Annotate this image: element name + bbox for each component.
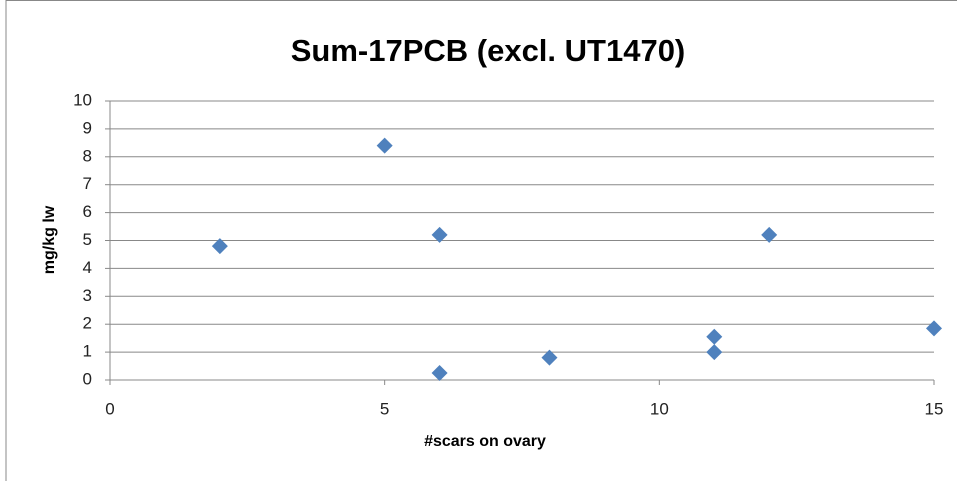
- y-tick-label: 4: [83, 258, 92, 277]
- x-tick-label: 10: [650, 399, 669, 418]
- y-tick-label: 2: [83, 314, 92, 333]
- x-tick-label: 0: [105, 399, 114, 418]
- y-tick-label: 3: [83, 286, 92, 305]
- point: [761, 226, 778, 243]
- x-tick-label: 5: [380, 399, 389, 418]
- y-tick-label: 1: [83, 342, 92, 361]
- point: [706, 344, 723, 361]
- y-axis-label: mg/kg lw: [41, 205, 58, 274]
- y-tick-label: 0: [83, 369, 92, 388]
- point: [376, 137, 393, 154]
- chart-title: Sum-17PCB (excl. UT1470): [291, 33, 686, 68]
- y-tick-label: 10: [73, 90, 92, 109]
- x-tick-label: 15: [925, 399, 944, 418]
- y-tick-label: 5: [83, 230, 92, 249]
- y-tick-label: 7: [83, 174, 92, 193]
- point: [926, 320, 942, 337]
- y-tick-label: 9: [83, 118, 92, 137]
- x-axis-label: #scars on ovary: [424, 433, 546, 450]
- y-tick-label: 8: [83, 146, 92, 165]
- point: [431, 226, 448, 243]
- point: [431, 365, 448, 382]
- point: [706, 328, 723, 345]
- point: [541, 349, 558, 366]
- point: [211, 238, 228, 255]
- y-tick-label: 6: [83, 202, 92, 221]
